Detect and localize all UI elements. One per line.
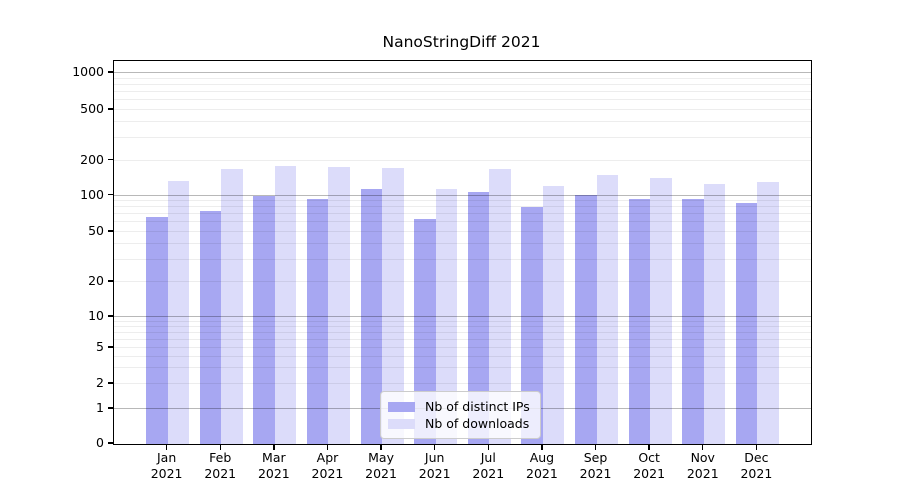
x-tick-mark	[755, 445, 758, 450]
bar-ips-jan	[146, 217, 168, 444]
x-tick-label-nov: Nov 2021	[686, 450, 719, 481]
bar-downloads-jun	[435, 188, 458, 444]
bar-downloads-aug	[542, 185, 565, 444]
bar-ips-may	[360, 188, 383, 444]
bar-ips-apr	[306, 198, 329, 444]
bar-downloads-sep	[596, 175, 619, 444]
x-tick-label-jan: Jan 2021	[150, 450, 183, 481]
x-tick-mark	[219, 445, 221, 450]
bar-ips-feb	[199, 211, 222, 444]
plot-area: Nb of distinct IPs Nb of downloads	[113, 60, 812, 445]
x-tick-label-dec: Dec 2021	[740, 450, 773, 481]
bar-ips-aug	[521, 207, 543, 444]
legend-item-downloads: Nb of downloads	[388, 415, 530, 432]
y-tick-label-500: 500	[80, 100, 104, 116]
x-tick-label-mar: Mar 2021	[257, 450, 290, 481]
bar-downloads-apr	[328, 167, 350, 444]
bar-downloads-nov	[703, 183, 726, 444]
y-tick-label-1: 1	[96, 399, 104, 415]
x-tick-label-apr: Apr 2021	[311, 450, 344, 481]
y-tick-mark	[108, 346, 113, 348]
bar-ips-oct	[628, 198, 651, 444]
y-tick-label-10: 10	[88, 307, 104, 323]
y-tick-label-200: 200	[80, 151, 104, 167]
bar-ips-nov	[682, 199, 704, 444]
x-tick-label-jul: Jul 2021	[472, 450, 505, 481]
y-tick-mark	[108, 442, 113, 444]
y-tick-label-2: 2	[96, 374, 104, 390]
bar-ips-jul	[467, 192, 490, 444]
x-tick-mark	[541, 445, 543, 450]
y-tick-mark	[108, 230, 113, 232]
y-tick-mark	[108, 382, 113, 384]
x-tick-label-aug: Aug 2021	[526, 450, 558, 481]
x-tick-mark	[380, 445, 382, 450]
x-tick-label-may: May 2021	[365, 450, 397, 481]
bar-downloads-jan	[167, 181, 190, 444]
y-tick-label-5: 5	[96, 338, 104, 354]
bar-ips-mar	[253, 195, 275, 444]
y-tick-mark	[108, 315, 113, 317]
bar-downloads-mar	[274, 166, 297, 444]
bar-ips-dec	[735, 202, 758, 444]
y-tick-label-50: 50	[88, 223, 104, 238]
y-tick-mark	[108, 280, 113, 282]
x-tick-mark	[433, 445, 436, 450]
bar-ips-sep	[575, 194, 597, 444]
x-tick-mark	[326, 445, 329, 450]
y-tick-mark	[108, 71, 113, 73]
x-tick-mark	[702, 445, 704, 450]
y-tick-label-100: 100	[80, 186, 104, 202]
legend-swatch-distinct-ips	[388, 401, 415, 412]
y-tick-mark	[108, 158, 113, 161]
bar-downloads-feb	[221, 169, 243, 444]
y-tick-mark	[108, 407, 113, 409]
legend-item-distinct-ips: Nb of distinct IPs	[388, 398, 530, 415]
x-tick-mark	[487, 445, 489, 450]
y-tick-label-0: 0	[96, 435, 104, 450]
x-tick-mark	[648, 445, 650, 450]
bars-layer	[114, 61, 811, 444]
x-tick-mark	[594, 445, 597, 450]
y-tick-mark	[108, 193, 113, 196]
x-tick-label-jun: Jun 2021	[418, 450, 451, 481]
legend: Nb of distinct IPs Nb of downloads	[380, 391, 541, 439]
legend-label-downloads: Nb of downloads	[425, 416, 530, 431]
y-tick-label-20: 20	[88, 272, 104, 288]
bar-downloads-dec	[757, 181, 779, 444]
x-tick-label-feb: Feb 2021	[204, 450, 237, 481]
y-tick-label-1000: 1000	[72, 63, 104, 79]
bar-downloads-may	[382, 168, 404, 444]
legend-label-distinct-ips: Nb of distinct IPs	[425, 399, 530, 414]
y-tick-mark	[108, 108, 113, 110]
x-tick-mark	[273, 445, 275, 450]
x-tick-label-sep: Sep 2021	[579, 450, 612, 481]
bar-downloads-jul	[489, 168, 511, 444]
bar-ips-jun	[414, 219, 436, 444]
x-tick-label-oct: Oct 2021	[633, 450, 666, 481]
x-tick-mark	[165, 445, 168, 450]
legend-swatch-downloads	[388, 418, 415, 429]
chart-title: NanoStringDiff 2021	[382, 33, 541, 51]
bar-downloads-oct	[650, 177, 672, 444]
